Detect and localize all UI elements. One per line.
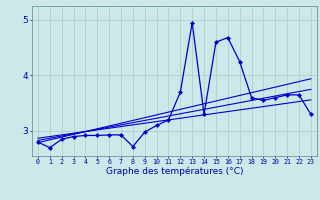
X-axis label: Graphe des températures (°C): Graphe des températures (°C): [106, 167, 243, 176]
